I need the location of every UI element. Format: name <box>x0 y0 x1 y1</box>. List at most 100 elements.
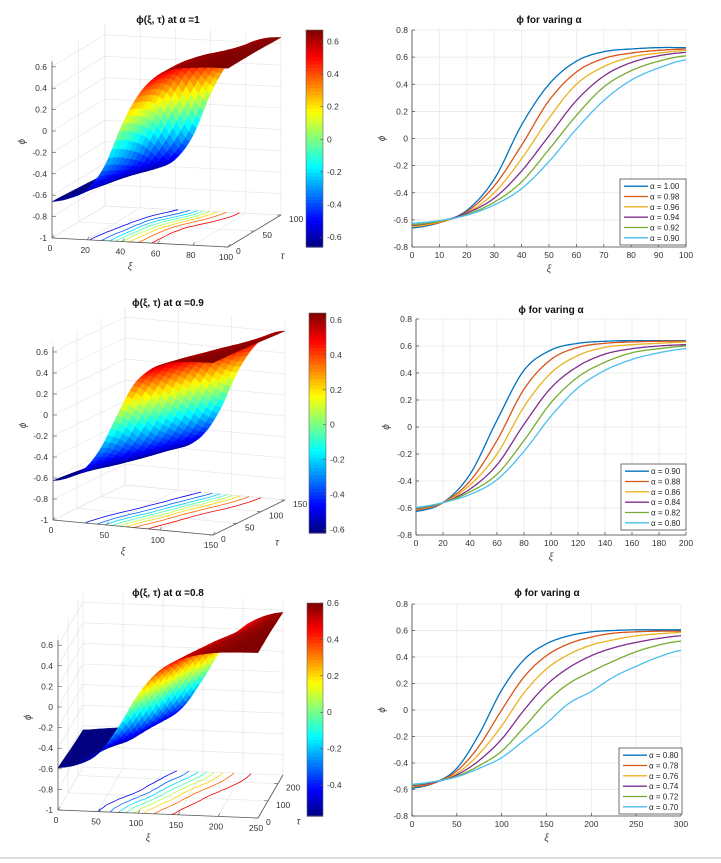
xi-tick-label: 150 <box>169 820 183 830</box>
colorbar-segment <box>306 46 323 51</box>
colorbar-segment <box>309 491 326 496</box>
colorbar-segment <box>306 189 323 194</box>
gridline <box>57 643 84 687</box>
colorbar-segment <box>307 636 323 641</box>
tau-tick-label: 100 <box>289 214 303 224</box>
colorbar-segment <box>306 30 323 34</box>
x-tick-label: 120 <box>571 538 585 548</box>
colorbar-segment <box>307 759 323 764</box>
colorbar-segment <box>306 141 323 146</box>
colorbar-segment <box>309 522 326 527</box>
colorbar-tick-label: -0.2 <box>327 167 342 177</box>
y-tick-label: -0.8 <box>393 811 408 821</box>
colorbar-segment <box>309 323 326 328</box>
colorbar-tick-label: 0.4 <box>330 350 342 360</box>
colorbar-segment <box>309 343 326 348</box>
legend: α = 1.00 α = 0.98α = 0.96α = 0.94 α = 0.92… <box>619 178 687 246</box>
colorbar-segment <box>309 529 326 534</box>
gridline <box>52 379 126 416</box>
xi-tick-label: 50 <box>100 530 110 540</box>
x-tick-label: 30 <box>489 250 499 260</box>
contour-line <box>115 210 204 242</box>
y-tick-label: 0.6 <box>396 626 408 636</box>
colorbar-segment <box>307 702 323 707</box>
y-tick-label: -0.8 <box>393 242 408 252</box>
colorbar-segment <box>306 219 323 224</box>
tau-axis <box>257 774 284 819</box>
y-tick-label: 0.8 <box>396 25 408 35</box>
colorbar-segment <box>307 612 323 617</box>
gridline <box>51 77 106 110</box>
legend: α = 0.90 α = 0.88α = 0.86α = 0.84 α = 0.82… <box>620 463 687 531</box>
y-tick-label: -0.4 <box>397 476 412 486</box>
colorbar-segment <box>309 433 326 438</box>
x-tick-label: 40 <box>465 538 475 548</box>
series-line <box>411 631 681 787</box>
gridline <box>52 463 126 500</box>
gridline <box>124 337 286 354</box>
x-tick-label: 80 <box>626 250 636 260</box>
contour-line <box>121 211 210 242</box>
contour-line <box>133 496 250 528</box>
colorbar-segment <box>306 118 323 123</box>
colorbar-segment <box>306 131 323 136</box>
colorbar-tick-label: 0.6 <box>327 36 339 46</box>
legend-label: α = 0.98 <box>650 193 680 202</box>
y-tick-label: -0.6 <box>393 215 408 225</box>
y-tick-label: -0.2 <box>393 732 408 742</box>
colorbar-segment <box>306 111 323 116</box>
colorbar-tick-label: 0.6 <box>330 315 342 325</box>
line-plot: 0 20 40 60 80 100 120 140 160 180 200 -0.8 -0.6 -0.4 -… <box>381 305 693 563</box>
tau-axis-label: τ <box>297 817 302 828</box>
colorbar-segment <box>307 642 323 647</box>
colorbar-segment <box>306 104 323 109</box>
legend-label: α = 1.00 <box>650 182 680 191</box>
xi-tick <box>51 234 55 239</box>
xi-tick-label: 80 <box>186 250 196 260</box>
xi-tick-label: 50 <box>91 817 101 827</box>
gridline <box>51 141 106 175</box>
xi-tick <box>217 813 221 817</box>
phi-tick-label: -1 <box>40 515 48 525</box>
colorbar-segment <box>306 94 323 99</box>
colorbar-segment <box>309 508 326 513</box>
colorbar-segment <box>309 319 326 324</box>
x-tick-label: 150 <box>539 819 553 829</box>
xi-tick <box>212 531 216 536</box>
colorbar-segment <box>307 709 323 714</box>
series-line <box>411 51 687 226</box>
gridline <box>77 775 279 784</box>
xi-tick-label: 100 <box>219 252 233 262</box>
xi-tick <box>227 243 231 248</box>
gridline <box>57 663 84 708</box>
gridline <box>57 602 84 646</box>
colorbar-segment <box>309 378 326 383</box>
y-tick-label: -0.6 <box>397 503 412 513</box>
colorbar-segment <box>307 752 323 757</box>
legend-label: α = 0.84 <box>651 498 681 507</box>
colorbar-segment <box>307 619 323 624</box>
gridline <box>124 484 286 501</box>
colorbar-segment <box>306 240 323 245</box>
colorbar-segment <box>307 799 323 804</box>
colorbar-segment <box>306 182 323 187</box>
phi-tick-label: -0.4 <box>33 452 48 462</box>
line-plot: 0 10 20 30 40 50 60 70 80 90 100 -0.8 -0.6 -0.4 -0.2 0 0… <box>377 15 693 275</box>
xi-tick-label: 0 <box>49 525 54 535</box>
gridline <box>51 34 106 68</box>
colorbar-segment <box>306 206 323 211</box>
colorbar-frame <box>305 29 324 248</box>
colorbar-segment <box>307 662 323 667</box>
y-axis-label: ϕ <box>377 135 388 141</box>
xi-tick-label: 250 <box>249 823 263 833</box>
tau-tick-label: 0 <box>221 534 226 544</box>
xi-tick <box>157 240 160 244</box>
xi-tick-label: 20 <box>80 245 90 255</box>
colorbar-segment <box>309 409 326 414</box>
contour-line <box>84 491 202 524</box>
colorbar-segment <box>309 385 326 390</box>
phi-tick-label: -0.6 <box>33 473 48 483</box>
colorbar-segment <box>306 84 323 89</box>
colorbar-segment <box>306 196 323 201</box>
